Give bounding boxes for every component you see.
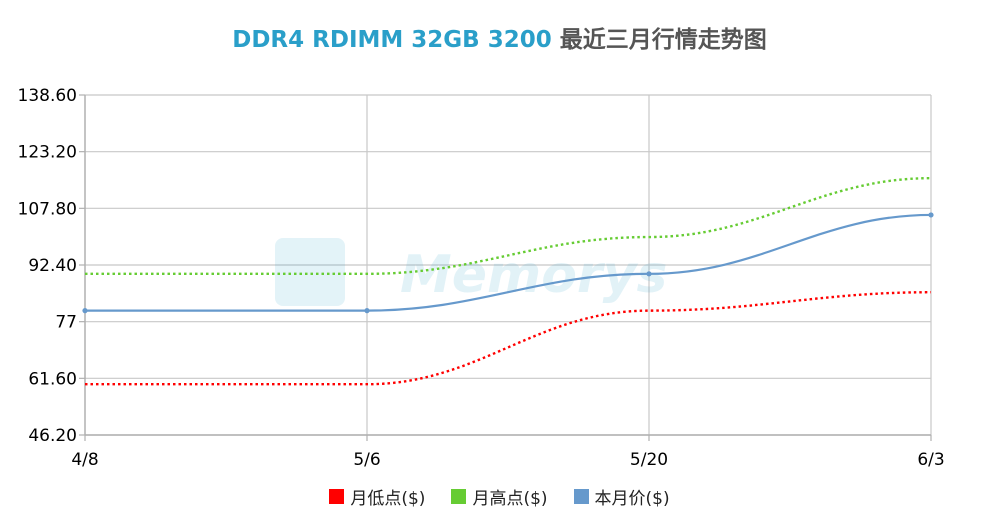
watermark-logo-box [275,238,345,306]
series-point-2 [82,308,88,314]
x-tick-label: 6/3 [917,450,944,470]
legend-label: 月高点($) [472,489,548,509]
series-point-2 [646,271,652,277]
y-tick-label: 77 [55,313,77,333]
legend-item-1[interactable]: 月高点($) [451,484,548,509]
y-tick-label: 46.20 [28,426,77,446]
axes: 46.20 61.60 77 92.40 107.80 123.20 138.60 4/8 5/… [18,86,945,470]
chart-title-accent: DDR4 RDIMM 32GB 3200 [232,27,552,53]
legend-swatch [451,489,467,504]
y-tick-label: 107.80 [18,199,77,219]
x-tick-label: 5/20 [630,450,668,470]
legend-label: 月低点($) [350,489,426,509]
y-tick-label: 61.60 [28,369,77,389]
chart-title-rest: 最近三月行情走势图 [559,27,767,53]
y-tick-label: 138.60 [18,86,77,106]
series-line-1 [85,176,932,276]
chart-title: DDR4 RDIMM 32GB 3200 最近三月行情走势图 [0,20,999,54]
legend: 月低点($) 月高点($) 本月价($) [0,484,999,509]
y-tick-label: 123.20 [18,143,77,163]
series-layer [82,176,934,386]
series-point-2 [364,308,370,314]
legend-label: 本月价($) [594,489,670,509]
legend-swatch [573,489,589,504]
legend-swatch [329,489,345,504]
legend-item-2[interactable]: 本月价($) [573,484,670,509]
x-tick-label: 5/6 [353,450,380,470]
legend-item-0[interactable]: 月低点($) [329,484,425,509]
watermark: Memorys [275,238,667,306]
series-point-2 [928,212,934,218]
x-tick-label: 4/8 [71,450,98,470]
series-line-0 [85,291,932,386]
y-tick-label: 92.40 [28,256,77,276]
